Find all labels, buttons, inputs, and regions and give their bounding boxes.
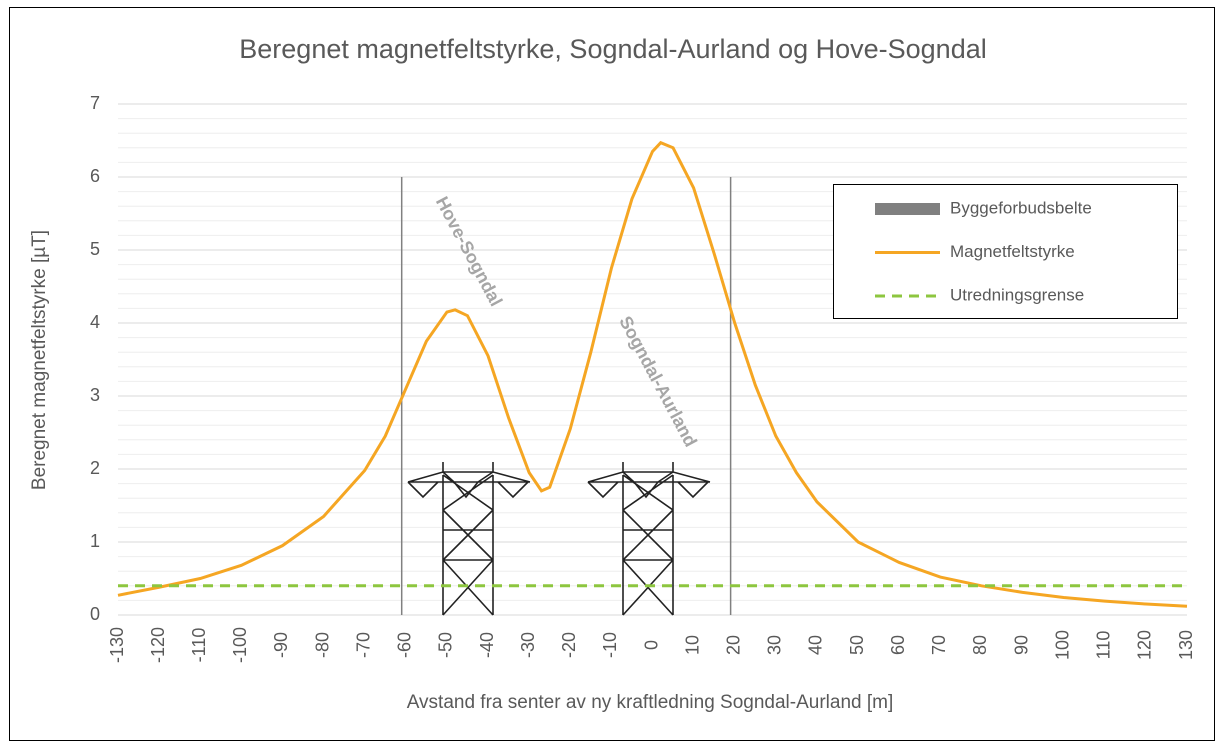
y-tick-label: 5 xyxy=(90,239,100,259)
y-tick-label: 7 xyxy=(90,93,100,113)
x-tick-label: -90 xyxy=(271,632,291,658)
x-tick-label: 100 xyxy=(1052,630,1072,660)
y-tick-label: 0 xyxy=(90,604,100,624)
x-tick-label: -50 xyxy=(436,632,456,658)
x-tick-label: -100 xyxy=(230,627,250,663)
y-tick-label: 1 xyxy=(90,531,100,551)
legend: Byggeforbudsbelte Magnetfeltstyrke Utredni… xyxy=(834,185,1178,319)
x-tick-label: 80 xyxy=(970,635,990,655)
x-tick-label: -110 xyxy=(189,628,209,663)
x-tick-label: 90 xyxy=(1011,635,1031,655)
x-tick-label: -40 xyxy=(477,632,497,658)
legend-label: Byggeforbudsbelte xyxy=(950,198,1092,217)
y-tick-label: 4 xyxy=(90,312,100,332)
x-tick-label: -10 xyxy=(600,632,620,658)
x-tick-label: 60 xyxy=(888,635,908,655)
y-tick-label: 6 xyxy=(90,166,100,186)
x-tick-label: 0 xyxy=(641,640,661,650)
legend-label: Magnetfeltstyrke xyxy=(950,242,1075,261)
legend-label: Utredningsgrense xyxy=(950,285,1084,304)
x-tick-label: -130 xyxy=(107,627,127,663)
x-tick-label: -20 xyxy=(559,632,579,658)
x-axis-label: Avstand fra senter av ny kraftledning So… xyxy=(407,692,894,713)
chart-title: Beregnet magnetfeltstyrke, Sogndal-Aurla… xyxy=(239,34,986,64)
y-axis-label: Beregnet magnetfeltstyrke [µT] xyxy=(29,230,50,490)
x-tick-label: 110 xyxy=(1094,631,1114,660)
x-tick-label: 40 xyxy=(806,635,826,655)
x-tick-label: 30 xyxy=(765,635,785,655)
x-tick-label: 120 xyxy=(1135,630,1155,660)
x-tick-label: 130 xyxy=(1176,630,1196,660)
x-tick-label: -120 xyxy=(148,627,168,663)
x-tick-label: -30 xyxy=(518,632,538,658)
x-tick-label: 10 xyxy=(682,635,702,655)
y-tick-label: 3 xyxy=(90,385,100,405)
x-tick-label: 50 xyxy=(847,635,867,655)
y-tick-label: 2 xyxy=(90,458,100,478)
legend-swatch xyxy=(875,203,940,215)
x-tick-label: -70 xyxy=(353,632,373,658)
x-tick-label: -80 xyxy=(312,632,332,658)
x-tick-label: -60 xyxy=(395,632,415,658)
x-tick-label: 70 xyxy=(929,635,949,655)
chart: Beregnet magnetfeltstyrke, Sogndal-Aurla… xyxy=(0,0,1216,742)
x-tick-label: 20 xyxy=(723,635,743,655)
